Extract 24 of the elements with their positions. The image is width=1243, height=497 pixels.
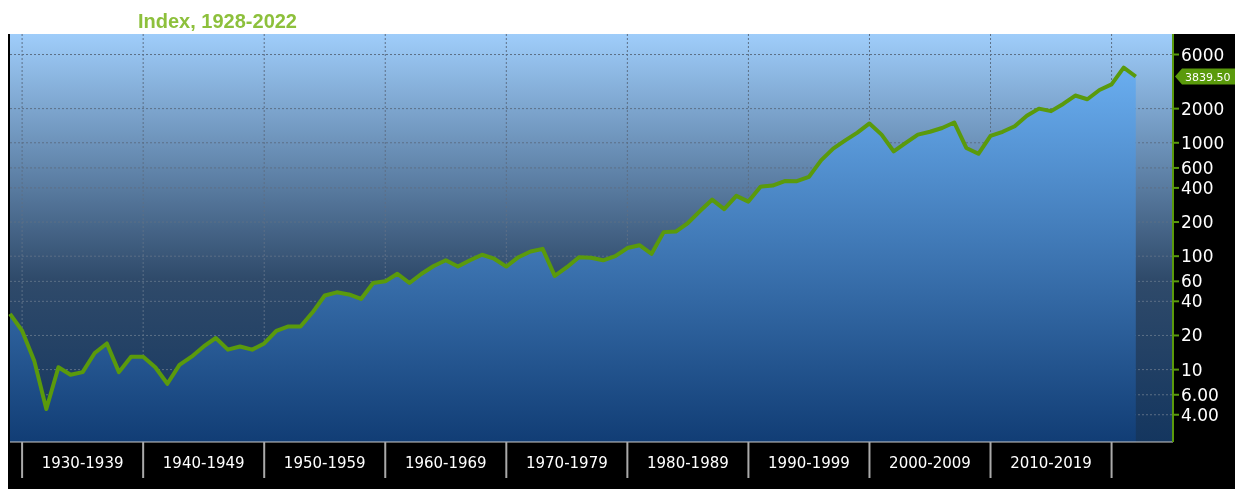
chart-title: Index, 1928-2022 — [138, 10, 297, 32]
x-tick-label: 1980-1989 — [647, 454, 729, 472]
y-tick-label: 400 — [1181, 177, 1214, 198]
y-tick-label: 600 — [1181, 157, 1214, 178]
y-tick-label: 2000 — [1181, 98, 1225, 119]
y-tick-label: 4.00 — [1181, 404, 1219, 425]
y-tick-label: 6.00 — [1181, 384, 1219, 405]
y-tick-label: 10 — [1181, 359, 1203, 380]
y-tick-label: 200 — [1181, 212, 1214, 233]
text: 3839.50 — [1185, 70, 1231, 84]
y-tick-label: 20 — [1181, 325, 1203, 346]
x-tick-label: 1960-1969 — [404, 454, 487, 472]
y-tick-label: 6000 — [1181, 44, 1225, 65]
x-tick-label: 1970-1979 — [525, 454, 608, 472]
y-tick-label: 40 — [1181, 291, 1203, 312]
y-tick-label: 1000 — [1181, 132, 1225, 153]
y-tick-label: 60 — [1181, 271, 1203, 292]
x-tick-label: 2000-2009 — [889, 454, 971, 472]
x-tick-label: 1930-1939 — [41, 454, 124, 472]
x-tick-label: 1940-1949 — [162, 454, 245, 472]
x-tick-label: 1990-1999 — [768, 454, 850, 472]
y-tick-label: 100 — [1181, 246, 1214, 267]
x-tick-label: 1950-1959 — [283, 454, 366, 472]
x-tick-label: 2010-2019 — [1010, 454, 1092, 472]
